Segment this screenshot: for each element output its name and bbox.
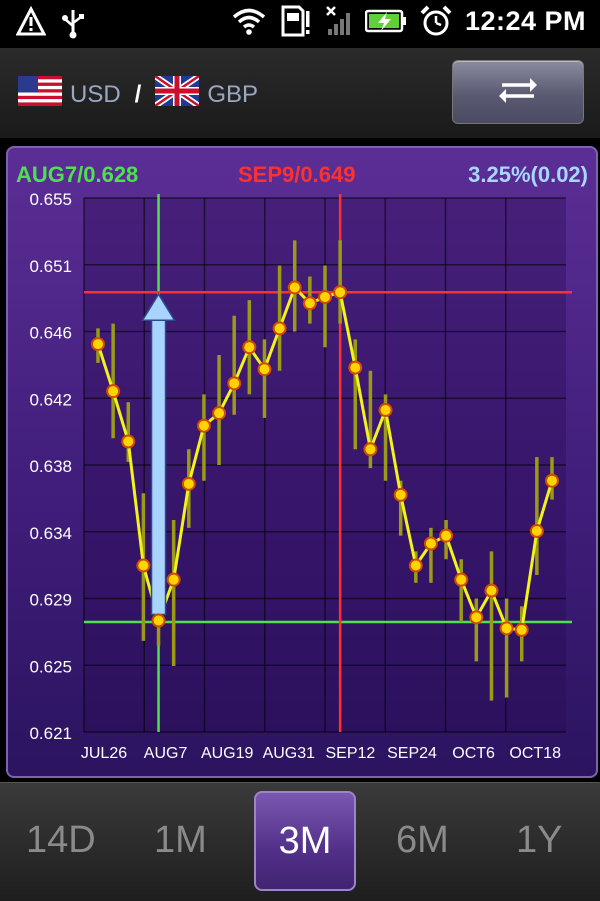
data-point [348, 360, 363, 375]
data-point [121, 434, 136, 449]
y-tick-label: 0.655 [29, 190, 72, 209]
data-point [151, 613, 166, 628]
data-point [227, 376, 242, 391]
alarm-icon [419, 4, 453, 38]
data-point [181, 476, 196, 491]
data-point [257, 362, 272, 377]
data-point [545, 473, 559, 488]
x-tick-label: AUG31 [263, 745, 316, 762]
data-point [454, 572, 469, 587]
change-arrow-head [141, 292, 176, 321]
price-chart[interactable]: 0.655 0.651 0.646 0.642 0.638 0.634 0.629 0.625… [8, 148, 596, 776]
battery-charging-icon [364, 7, 407, 35]
change-arrow-shaft [150, 317, 167, 616]
data-point [212, 406, 227, 421]
tab-6m[interactable]: 6M [396, 819, 449, 861]
y-tick-label: 0.634 [29, 524, 72, 543]
data-point [529, 523, 544, 538]
tab-1y[interactable]: 1Y [516, 819, 563, 861]
y-tick-label: 0.646 [29, 324, 72, 343]
y-tick-label: 0.638 [29, 457, 72, 476]
y-tick-label: 0.621 [29, 724, 72, 743]
data-point [287, 280, 302, 295]
currency-pair[interactable]: USD / GBP [18, 73, 259, 113]
uk-flag-icon [153, 73, 202, 113]
chart-panel[interactable]: AUG7/0.628 SEP9/0.649 3.25%(0.02) 0.655 0… [6, 146, 598, 778]
data-point [242, 340, 257, 355]
x-tick-label: SEP24 [387, 745, 437, 762]
tab-14d[interactable]: 14D [26, 819, 96, 861]
status-bar: 12:24 PM [0, 0, 600, 48]
data-point [363, 442, 378, 457]
y-tick-label: 0.625 [29, 657, 72, 676]
x-tick-label: AUG7 [144, 745, 188, 762]
y-tick-label: 0.642 [29, 390, 72, 409]
data-point [423, 536, 438, 551]
no-signal-icon [325, 5, 353, 37]
x-tick-label: JUL26 [81, 745, 127, 762]
data-point [378, 403, 393, 418]
currency-header: USD / GBP [0, 48, 600, 140]
data-point [302, 296, 317, 311]
data-point [136, 558, 151, 573]
data-point [408, 558, 423, 573]
pair-separator: / [134, 80, 142, 108]
x-tick-label: OCT6 [452, 745, 495, 762]
quote-currency-label: GBP [207, 80, 259, 108]
data-point [439, 528, 454, 543]
us-flag-icon [18, 76, 62, 113]
swap-currencies-button[interactable] [452, 60, 584, 124]
data-point [91, 337, 105, 352]
period-tabs: 14D 1M 3M 6M 1Y [0, 782, 600, 901]
data-point [196, 418, 211, 433]
x-tick-label: SEP12 [325, 745, 375, 762]
usb-icon [60, 6, 86, 40]
swap-arrows-icon [498, 76, 538, 109]
data-point [393, 487, 408, 502]
base-currency-label: USD [70, 80, 121, 108]
y-tick-label: 0.651 [29, 257, 72, 276]
data-point [106, 384, 121, 399]
y-tick-label: 0.629 [29, 591, 72, 610]
high-marker-label: SEP9/0.649 [238, 162, 356, 187]
change-label: 3.25%(0.02) [468, 162, 588, 187]
data-point [499, 621, 514, 636]
x-tick-label: OCT18 [509, 745, 561, 762]
clock-time: 12:24 PM [464, 5, 586, 36]
x-tick-label: AUG19 [201, 745, 254, 762]
data-point [166, 572, 181, 587]
tab-1m[interactable]: 1M [154, 819, 207, 861]
low-marker-label: AUG7/0.628 [16, 162, 139, 187]
warning-icon [16, 6, 46, 40]
data-point [484, 583, 499, 598]
data-point [333, 285, 348, 300]
wifi-icon [231, 6, 267, 36]
sd-card-alert-icon [279, 5, 313, 37]
tab-3m[interactable]: 3M [254, 791, 356, 891]
data-point [318, 289, 332, 304]
data-point [514, 622, 529, 637]
data-point [272, 321, 287, 336]
data-point [469, 610, 484, 625]
